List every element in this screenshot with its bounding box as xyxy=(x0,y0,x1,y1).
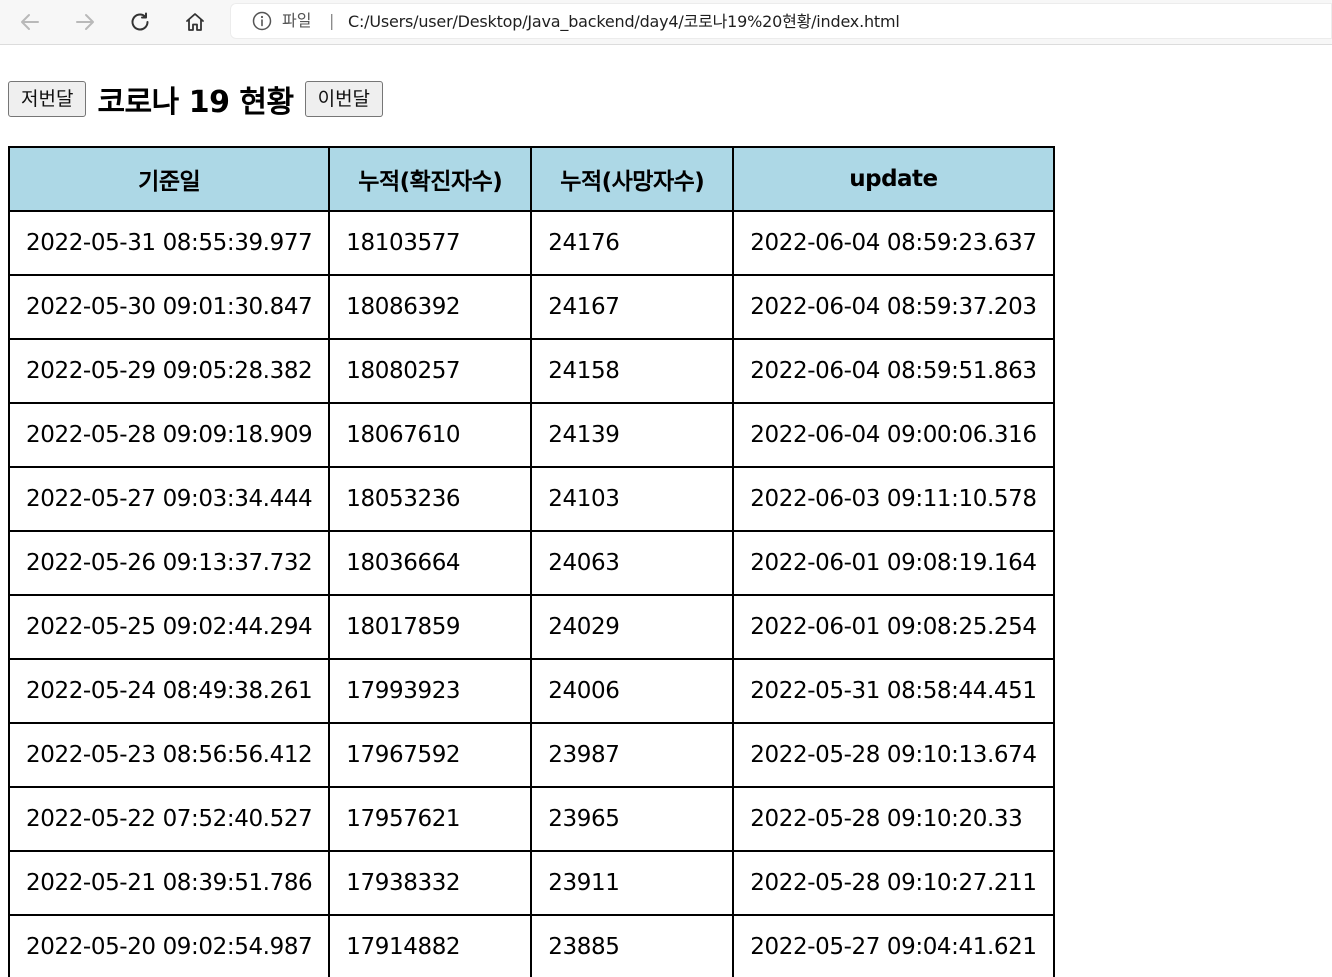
cell-deaths: 24029 xyxy=(530,594,735,660)
table-row: 2022-05-28 09:09:18.909 18067610 24139 2… xyxy=(7,402,1055,468)
cell-date: 2022-05-20 09:02:54.987 xyxy=(7,914,331,977)
cell-update: 2022-05-31 08:58:44.451 xyxy=(732,658,1055,724)
table-row: 2022-05-20 09:02:54.987 17914882 23885 2… xyxy=(7,914,1055,977)
cell-date: 2022-05-22 07:52:40.527 xyxy=(7,786,331,852)
table-row: 2022-05-21 08:39:51.786 17938332 23911 2… xyxy=(7,850,1055,916)
cell-confirmed: 17938332 xyxy=(328,850,533,916)
file-scheme-label: 파일 xyxy=(282,11,312,30)
cell-deaths: 24167 xyxy=(530,274,735,340)
table-row: 2022-05-22 07:52:40.527 17957621 23965 2… xyxy=(7,786,1055,852)
back-arrow-icon xyxy=(21,14,39,30)
cell-date: 2022-05-21 08:39:51.786 xyxy=(7,850,331,916)
cell-deaths: 23965 xyxy=(530,786,735,852)
cell-confirmed: 18067610 xyxy=(328,402,533,468)
table-row: 2022-05-27 09:03:34.444 18053236 24103 2… xyxy=(7,466,1055,532)
cell-update: 2022-05-28 09:10:27.211 xyxy=(732,850,1055,916)
cell-confirmed: 17957621 xyxy=(328,786,533,852)
table-row: 2022-05-31 08:55:39.977 18103577 24176 2… xyxy=(7,210,1055,276)
header-row: 저번달 코로나 19 현황 이번달 xyxy=(8,79,384,120)
browser-toolbar: 파일 | C:/Users/user/Desktop/Java_backend/… xyxy=(0,0,1332,45)
page-title: 코로나 19 현황 xyxy=(97,85,294,120)
cell-deaths: 23911 xyxy=(530,850,735,916)
cell-confirmed: 18086392 xyxy=(328,274,533,340)
home-button[interactable] xyxy=(178,5,212,39)
table-row: 2022-05-23 08:56:56.412 17967592 23987 2… xyxy=(7,722,1055,788)
cell-update: 2022-06-04 08:59:23.637 xyxy=(732,210,1055,276)
cell-confirmed: 18053236 xyxy=(328,466,533,532)
cell-date: 2022-05-31 08:55:39.977 xyxy=(7,210,331,276)
cell-deaths: 24158 xyxy=(530,338,735,404)
table-row: 2022-05-24 08:49:38.261 17993923 24006 2… xyxy=(7,658,1055,724)
home-icon xyxy=(186,13,204,31)
cell-confirmed: 18017859 xyxy=(328,594,533,660)
cell-date: 2022-05-27 09:03:34.444 xyxy=(7,466,331,532)
url-text[interactable]: C:/Users/user/Desktop/Java_backend/day4/… xyxy=(348,12,900,31)
cell-update: 2022-05-28 09:10:20.33 xyxy=(732,786,1055,852)
cell-update: 2022-06-03 09:11:10.578 xyxy=(732,466,1055,532)
address-bar[interactable]: 파일 | C:/Users/user/Desktop/Java_backend/… xyxy=(230,3,1332,39)
address-separator: | xyxy=(329,11,335,30)
table-row: 2022-05-29 09:05:28.382 18080257 24158 2… xyxy=(7,338,1055,404)
cell-deaths: 23987 xyxy=(530,722,735,788)
cell-date: 2022-05-23 08:56:56.412 xyxy=(7,722,331,788)
cell-date: 2022-05-26 09:13:37.732 xyxy=(7,530,331,596)
cell-update: 2022-05-28 09:10:13.674 xyxy=(732,722,1055,788)
reload-icon xyxy=(131,12,149,31)
cell-confirmed: 17967592 xyxy=(328,722,533,788)
cell-date: 2022-05-29 09:05:28.382 xyxy=(7,338,331,404)
forward-button[interactable] xyxy=(68,5,102,39)
cell-deaths: 24139 xyxy=(530,402,735,468)
reload-button[interactable] xyxy=(123,5,157,39)
column-header-update: update xyxy=(732,146,1055,212)
cell-confirmed: 18080257 xyxy=(328,338,533,404)
covid-table: 기준일 누적(확진자수) 누적(사망자수) update 2022-05-31 … xyxy=(7,146,1055,977)
table-row: 2022-05-30 09:01:30.847 18086392 24167 2… xyxy=(7,274,1055,340)
cell-date: 2022-05-24 08:49:38.261 xyxy=(7,658,331,724)
cell-update: 2022-06-04 08:59:51.863 xyxy=(732,338,1055,404)
column-header-date: 기준일 xyxy=(7,146,331,212)
cell-update: 2022-06-04 08:59:37.203 xyxy=(732,274,1055,340)
prev-month-button[interactable]: 저번달 xyxy=(8,81,87,117)
table-row: 2022-05-25 09:02:44.294 18017859 24029 2… xyxy=(7,594,1055,660)
cell-update: 2022-06-01 09:08:25.254 xyxy=(732,594,1055,660)
cell-deaths: 24103 xyxy=(530,466,735,532)
info-icon[interactable] xyxy=(252,11,272,31)
cell-date: 2022-05-25 09:02:44.294 xyxy=(7,594,331,660)
table-row: 2022-05-26 09:13:37.732 18036664 24063 2… xyxy=(7,530,1055,596)
back-button[interactable] xyxy=(13,5,47,39)
column-header-deaths: 누적(사망자수) xyxy=(530,146,735,212)
cell-deaths: 24006 xyxy=(530,658,735,724)
cell-date: 2022-05-30 09:01:30.847 xyxy=(7,274,331,340)
cell-confirmed: 17914882 xyxy=(328,914,533,977)
cell-confirmed: 18036664 xyxy=(328,530,533,596)
cell-confirmed: 18103577 xyxy=(328,210,533,276)
cell-deaths: 24176 xyxy=(530,210,735,276)
column-header-confirmed: 누적(확진자수) xyxy=(328,146,533,212)
cell-deaths: 24063 xyxy=(530,530,735,596)
cell-update: 2022-05-27 09:04:41.621 xyxy=(732,914,1055,977)
forward-arrow-icon xyxy=(76,14,94,30)
table-header-row: 기준일 누적(확진자수) 누적(사망자수) update xyxy=(7,146,1055,212)
page-content: 저번달 코로나 19 현황 이번달 기준일 누적(확진자수) 누적(사망자수) … xyxy=(0,45,1332,977)
cell-date: 2022-05-28 09:09:18.909 xyxy=(7,402,331,468)
cell-update: 2022-06-04 09:00:06.316 xyxy=(732,402,1055,468)
cell-update: 2022-06-01 09:08:19.164 xyxy=(732,530,1055,596)
table-container: 기준일 누적(확진자수) 누적(사망자수) update 2022-05-31 … xyxy=(7,146,1055,977)
next-month-button[interactable]: 이번달 xyxy=(304,81,384,117)
cell-confirmed: 17993923 xyxy=(328,658,533,724)
cell-deaths: 23885 xyxy=(530,914,735,977)
